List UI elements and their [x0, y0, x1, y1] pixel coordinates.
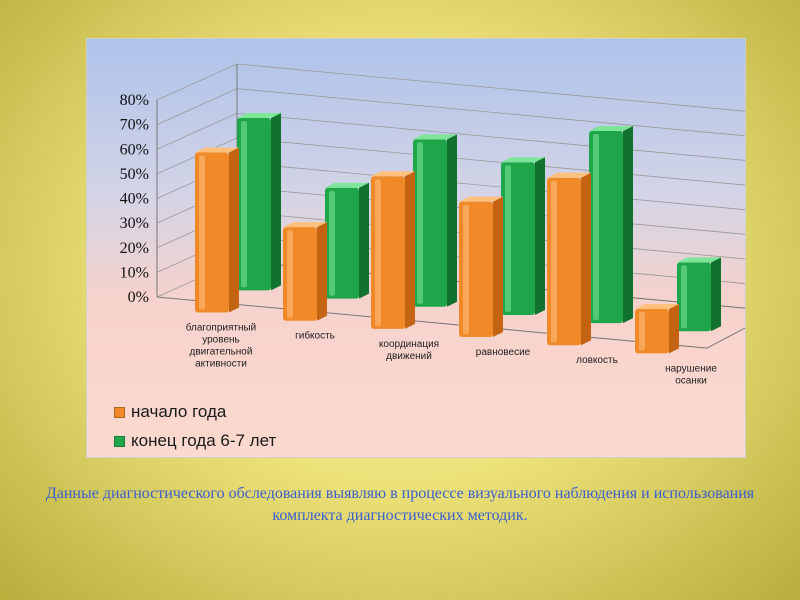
bar-start-side: [229, 147, 239, 313]
gridline: [236, 137, 745, 186]
category-label: движений: [386, 351, 432, 362]
legend-item-start: начало года: [114, 402, 226, 422]
chart-panel: 0% 10% 20% 30% 40% 50% 60% 70% 80% благоприятный у…: [86, 38, 746, 458]
legend-item-end: конец года 6-7 лет: [114, 431, 276, 451]
y-tick-label: 30%: [120, 215, 149, 232]
legend-swatch-end: [114, 435, 125, 447]
gridline-side: [156, 88, 238, 125]
bar-start-side: [405, 171, 415, 329]
bar-start-side: [317, 222, 327, 321]
y-tick-label: 80%: [120, 92, 149, 109]
legend-label-start: начало года: [131, 402, 227, 421]
category-label: нарушение: [665, 363, 717, 374]
bar-start-side: [669, 304, 679, 354]
category-label: ловкость: [576, 355, 618, 366]
bar-end-top: [325, 182, 369, 188]
bar-end-side: [623, 126, 633, 324]
y-tick-label: 50%: [120, 166, 149, 183]
bar-start-side: [581, 172, 591, 346]
gridline-side: [156, 112, 238, 150]
category-label: равновесие: [476, 347, 531, 358]
bar-start-top: [547, 172, 591, 178]
bar-end-side: [359, 182, 369, 299]
floor-right-edge: [706, 327, 745, 349]
bar-start-highlight: [463, 204, 469, 335]
bar-start-highlight: [287, 230, 293, 318]
bar-start-top: [195, 147, 239, 153]
bar-end-top: [677, 257, 721, 263]
bar-end-side: [447, 134, 457, 307]
legend-label-end: конец года 6-7 лет: [131, 431, 277, 450]
bar-start-top: [459, 196, 503, 202]
bar-start-top: [283, 222, 327, 228]
y-tick-label: 40%: [120, 191, 149, 208]
bar-start-highlight: [551, 180, 557, 343]
bar-end-highlight: [505, 165, 511, 312]
bar-end-highlight: [241, 121, 247, 288]
bar-end-highlight: [681, 265, 687, 329]
bar-start-top: [371, 171, 415, 177]
gridline: [236, 63, 745, 112]
category-label: координация: [379, 339, 439, 350]
bar-start-top: [635, 304, 679, 310]
category-label: двигательной: [190, 347, 253, 358]
bar-end-top: [589, 126, 633, 132]
y-tick-label: 10%: [120, 264, 149, 281]
category-label: благоприятный: [186, 322, 257, 334]
gridline-side: [156, 63, 238, 101]
chart-3d-bar: 0% 10% 20% 30% 40% 50% 60% 70% 80% благоприятныйу…: [120, 63, 745, 386]
bar-end-top: [413, 134, 457, 140]
category-label: активности: [195, 359, 247, 370]
gridline: [236, 88, 745, 137]
bar-end-highlight: [417, 142, 423, 304]
category-label: уровень: [202, 335, 240, 346]
legend-swatch-start: [114, 406, 125, 418]
floor-front-edge: [156, 296, 708, 349]
y-tick-label: 70%: [120, 117, 149, 134]
bar-start-highlight: [199, 155, 205, 310]
bar-end-side: [535, 157, 545, 315]
y-tick-label: 0%: [128, 289, 149, 306]
y-tick-label: 20%: [120, 240, 149, 257]
bar-start-highlight: [375, 179, 381, 326]
bar-end-side: [271, 113, 281, 291]
category-label: гибкость: [295, 330, 335, 342]
bar-start-highlight: [639, 312, 645, 351]
bar-start-side: [493, 196, 503, 338]
category-label: осанки: [675, 375, 707, 386]
bar-end-side: [711, 257, 721, 332]
slide-caption: Данные диагностического обследования выя…: [45, 485, 755, 524]
gridline: [236, 112, 745, 161]
bar-end-top: [237, 113, 281, 119]
bar-end-top: [501, 157, 545, 163]
y-tick-label: 60%: [120, 141, 149, 158]
bar-end-highlight: [593, 134, 599, 321]
bar-end-highlight: [329, 190, 335, 296]
